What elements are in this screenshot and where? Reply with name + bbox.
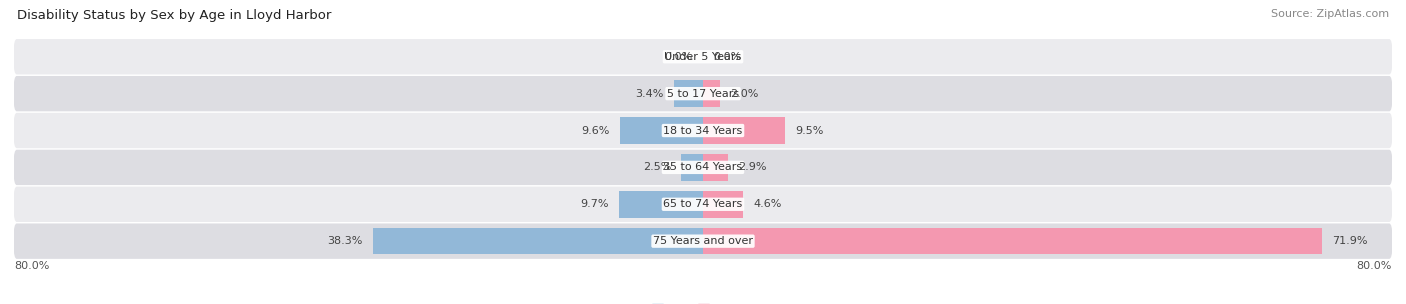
Bar	[703, 117, 785, 144]
Text: 9.7%: 9.7%	[581, 199, 609, 209]
Text: 9.6%: 9.6%	[582, 126, 610, 136]
Legend: Male, Female: Male, Female	[647, 299, 759, 304]
FancyBboxPatch shape	[14, 39, 1392, 74]
Text: 18 to 34 Years: 18 to 34 Years	[664, 126, 742, 136]
Bar	[703, 191, 742, 218]
Text: 0.0%: 0.0%	[665, 52, 693, 62]
Bar	[703, 80, 720, 107]
FancyBboxPatch shape	[14, 150, 1392, 185]
Text: 75 Years and over: 75 Years and over	[652, 236, 754, 246]
FancyBboxPatch shape	[14, 113, 1392, 148]
Text: Source: ZipAtlas.com: Source: ZipAtlas.com	[1271, 9, 1389, 19]
Text: 35 to 64 Years: 35 to 64 Years	[664, 162, 742, 172]
Text: Under 5 Years: Under 5 Years	[665, 52, 741, 62]
FancyBboxPatch shape	[14, 76, 1392, 111]
Bar	[620, 191, 703, 218]
FancyBboxPatch shape	[14, 223, 1392, 259]
Text: 80.0%: 80.0%	[1357, 261, 1392, 271]
Bar	[703, 154, 728, 181]
Bar	[673, 80, 703, 107]
Bar	[620, 117, 703, 144]
Bar	[682, 154, 703, 181]
Text: 38.3%: 38.3%	[328, 236, 363, 246]
Bar	[703, 228, 1322, 254]
Text: 3.4%: 3.4%	[636, 89, 664, 98]
Text: 65 to 74 Years: 65 to 74 Years	[664, 199, 742, 209]
Text: 80.0%: 80.0%	[14, 261, 49, 271]
Text: 5 to 17 Years: 5 to 17 Years	[666, 89, 740, 98]
Text: 71.9%: 71.9%	[1333, 236, 1368, 246]
FancyBboxPatch shape	[14, 187, 1392, 222]
Text: 0.0%: 0.0%	[713, 52, 741, 62]
Bar	[373, 228, 703, 254]
Text: Disability Status by Sex by Age in Lloyd Harbor: Disability Status by Sex by Age in Lloyd…	[17, 9, 332, 22]
Text: 4.6%: 4.6%	[754, 199, 782, 209]
Text: 2.5%: 2.5%	[643, 162, 671, 172]
Text: 2.9%: 2.9%	[738, 162, 766, 172]
Text: 9.5%: 9.5%	[796, 126, 824, 136]
Text: 2.0%: 2.0%	[731, 89, 759, 98]
